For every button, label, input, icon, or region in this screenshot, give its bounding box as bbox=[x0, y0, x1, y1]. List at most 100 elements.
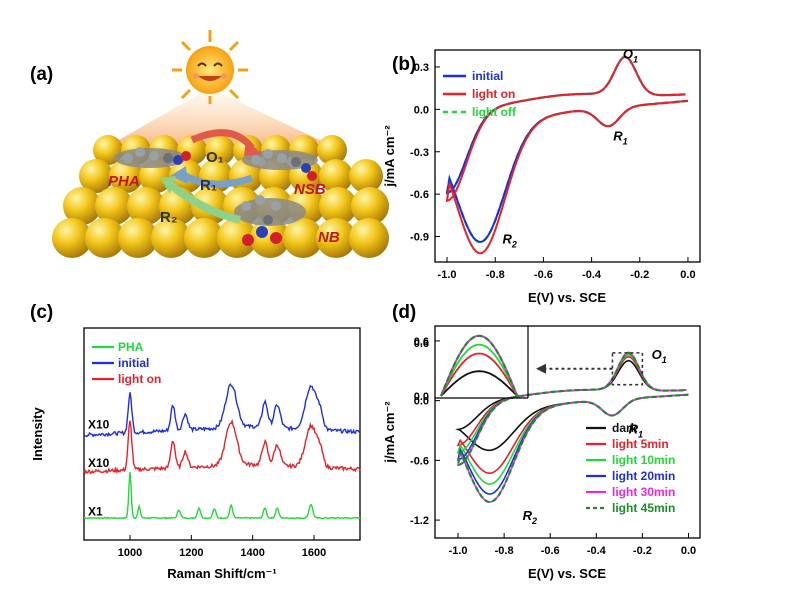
inset: 0.6 0.0 bbox=[414, 326, 644, 403]
legend: initial light on light off bbox=[443, 69, 517, 119]
inset-series-line bbox=[439, 334, 521, 398]
molecule-nsb bbox=[242, 149, 318, 181]
gold-atom bbox=[109, 159, 143, 193]
x-tick-label: 1400 bbox=[240, 547, 264, 559]
axis-ticks: -1.0 -0.8 -0.6 -0.4 -0.2 0.0 0.6 0.0 -0.6 -1.2 bbox=[410, 336, 696, 557]
annotation: R2 bbox=[523, 508, 537, 526]
gold-atom bbox=[319, 159, 353, 193]
gold-atom bbox=[151, 218, 191, 258]
y-tick-label: 0.3 bbox=[414, 62, 429, 74]
zoom-arrow-head bbox=[536, 363, 546, 374]
multiplier-label: X10 bbox=[88, 418, 110, 432]
inset-series-line bbox=[440, 370, 521, 397]
plot-area bbox=[83, 382, 361, 520]
series-line-initial bbox=[445, 55, 689, 244]
legend-label: light 45min bbox=[612, 501, 675, 515]
multiplier-label: X10 bbox=[88, 456, 110, 470]
gold-atom bbox=[283, 218, 323, 258]
panel-d-label: (d) bbox=[392, 302, 416, 323]
gold-atom bbox=[349, 218, 389, 258]
x-axis-title: E(V) vs. SCE bbox=[528, 566, 606, 581]
series-line-light-on bbox=[83, 418, 361, 476]
light-cone bbox=[110, 88, 330, 145]
reaction-o1-label: O₁ bbox=[206, 149, 224, 166]
plot-frame bbox=[434, 325, 701, 539]
x-tick-label: -0.8 bbox=[486, 269, 505, 281]
x-tick-label: 0.0 bbox=[680, 269, 695, 281]
gold-atom bbox=[85, 218, 125, 258]
gold-atom bbox=[319, 187, 357, 225]
x-tick-label: -0.2 bbox=[630, 269, 649, 281]
molecule-pha-label: PHA bbox=[108, 173, 140, 190]
gold-atom bbox=[79, 159, 113, 193]
x-tick-label: 1600 bbox=[302, 547, 326, 559]
legend-label: light 10min bbox=[612, 453, 675, 467]
plot-area bbox=[455, 351, 689, 504]
arrow-r2 bbox=[167, 180, 241, 224]
inset-series-line bbox=[440, 343, 521, 397]
legend-label: PHA bbox=[118, 340, 144, 354]
gold-atom bbox=[63, 187, 101, 225]
x-tick-label: 1000 bbox=[118, 547, 142, 559]
y-tick-label: 0.0 bbox=[414, 396, 429, 408]
multiplier-label: X1 bbox=[88, 504, 103, 518]
legend-label: light 20min bbox=[612, 469, 675, 483]
legend-label: initial bbox=[472, 69, 503, 83]
series-line-PHA bbox=[83, 471, 361, 520]
series-line-initial bbox=[83, 382, 361, 438]
panel-a-label: (a) bbox=[30, 64, 53, 85]
inset-y-tick-label: 0.0 bbox=[414, 391, 429, 403]
y-tick-label: -0.3 bbox=[410, 147, 429, 159]
y-tick-label: -0.6 bbox=[410, 455, 429, 467]
series-line-light-on bbox=[445, 55, 689, 255]
plot-frame bbox=[434, 49, 701, 263]
legend-label: dark bbox=[612, 421, 638, 435]
legend-label: light on bbox=[472, 87, 515, 101]
molecule-nb-label: NB bbox=[318, 229, 340, 246]
x-tick-label: -0.4 bbox=[587, 545, 607, 557]
x-tick-label: 0.0 bbox=[681, 545, 696, 557]
axis-ticks: 1000 1200 1400 1600 bbox=[118, 535, 326, 559]
sun-icon bbox=[172, 30, 248, 104]
x-axis-title: Raman Shift/cm⁻¹ bbox=[167, 566, 276, 581]
y-tick-label: -1.2 bbox=[410, 515, 429, 527]
gold-atom bbox=[205, 135, 235, 165]
annotation: O1 bbox=[652, 347, 667, 365]
molecule-pha bbox=[114, 147, 191, 168]
x-tick-label: 1200 bbox=[179, 547, 203, 559]
molecule-nb bbox=[234, 195, 306, 246]
y-tick-label: 0.0 bbox=[414, 104, 429, 116]
legend: dark light 5min light 10min light 20min ligh… bbox=[586, 421, 675, 515]
legend-label: light off bbox=[472, 105, 517, 119]
series-line-light-off bbox=[445, 55, 689, 244]
gold-atom bbox=[316, 218, 356, 258]
y-axis-title: j/mA cm⁻² bbox=[382, 401, 397, 464]
gold-atom bbox=[349, 159, 383, 193]
panel-b: (b) -1.0 -0.8 -0.6 -0.4 -0.2 0.0 0.3 0.0 -0.3 -0.… bbox=[382, 46, 701, 305]
legend: PHA initial light on bbox=[92, 340, 161, 386]
x-tick-label: -0.4 bbox=[582, 269, 602, 281]
legend-label: light on bbox=[118, 372, 161, 386]
y-tick-label: 0.6 bbox=[414, 336, 429, 348]
panel-d: (d) -1.0 -0.8 -0.6 -0.4 -0.2 0.00.60.0-0.6-1.… bbox=[382, 302, 701, 581]
gold-atom bbox=[95, 187, 133, 225]
x-tick-label: -0.6 bbox=[541, 545, 560, 557]
legend-label: initial bbox=[118, 356, 149, 370]
inset-series-line bbox=[440, 352, 521, 397]
x-tick-label: -0.2 bbox=[633, 545, 652, 557]
y-tick-label: -0.6 bbox=[410, 189, 429, 201]
arrow-r1 bbox=[180, 170, 254, 188]
legend-label: light 30min bbox=[612, 485, 675, 499]
inset-y-tick-label: 0.6 bbox=[414, 338, 429, 350]
panel-b-label: (b) bbox=[392, 54, 416, 75]
y-axis-title: j/mA cm⁻² bbox=[382, 125, 397, 188]
reaction-r2-label: R₂ bbox=[160, 209, 178, 226]
molecule-nsb-label: NSB bbox=[294, 181, 326, 198]
multipliers: X10 X10 X1 bbox=[88, 418, 110, 519]
y-axis-title: Intensity bbox=[30, 407, 45, 461]
reaction-r1-label: R₁ bbox=[200, 177, 217, 194]
plot-frame bbox=[83, 327, 361, 541]
panel-a: (a) bbox=[30, 30, 389, 258]
